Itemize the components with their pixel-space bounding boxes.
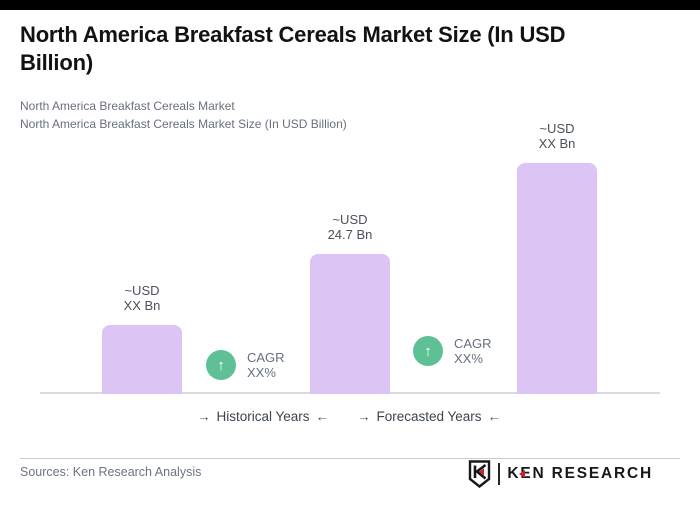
cagr-label: CAGR XX%	[247, 350, 285, 380]
bar-historical-start	[102, 325, 182, 394]
cagr-annotation-forecast: ↑ CAGR XX%	[413, 336, 492, 366]
bar-value-label: ~USD 24.7 Bn	[328, 212, 373, 242]
bar-chart: ~USD XX Bn ~USD 24.7 Bn ~USD XX Bn ↑ CAG…	[40, 121, 660, 394]
cagr-label: CAGR XX%	[454, 336, 492, 366]
cagr-annotation-historical: ↑ CAGR XX%	[206, 350, 285, 380]
bar-group-base-year: ~USD 24.7 Bn	[310, 212, 390, 394]
logo-wordmark-text: KEN RESEARCH	[507, 465, 653, 482]
footer-divider	[20, 458, 680, 459]
left-arrow-icon: ←	[315, 409, 330, 424]
bar-value-line1: ~USD	[332, 212, 368, 227]
page-title-line1: North America Breakfast Cereals Market S…	[20, 22, 566, 47]
up-arrow-icon: ↑	[413, 336, 443, 366]
bar-base-year	[310, 254, 390, 394]
bar-value-label: ~USD XX Bn	[124, 283, 161, 313]
chart-subtitle-market-size: North America Breakfast Cereals Market S…	[20, 117, 347, 131]
logo-red-arrow-icon	[519, 470, 526, 478]
page-title: North America Breakfast Cereals Market S…	[20, 21, 690, 77]
bar-value-line2: XX Bn	[123, 298, 161, 313]
top-black-bar	[0, 0, 700, 10]
bar-value-line2: XX Bn	[538, 136, 576, 151]
logo-wordmark: KEN RESEARCH	[507, 465, 653, 483]
ken-research-shield-icon	[469, 460, 491, 488]
period-label-historical: → Historical Years ←	[153, 409, 373, 424]
bar-value-line2: 24.7 Bn	[327, 227, 373, 242]
ken-research-logo: KEN RESEARCH	[468, 460, 653, 488]
bar-group-historical-start: ~USD XX Bn	[102, 283, 182, 394]
period-label-text: Historical Years	[216, 409, 310, 424]
sources-text: Sources: Ken Research Analysis	[20, 465, 202, 479]
right-arrow-icon: →	[196, 409, 211, 424]
cagr-text-line2: XX%	[454, 351, 483, 366]
bar-value-line1: ~USD	[539, 121, 575, 136]
logo-separator	[498, 463, 501, 485]
period-label-text: Forecasted Years	[376, 409, 482, 424]
cagr-text-line2: XX%	[247, 365, 276, 380]
up-arrow-icon: ↑	[206, 350, 236, 380]
bar-value-line1: ~USD	[124, 283, 160, 298]
bar-group-forecast-year: ~USD XX Bn	[517, 121, 597, 394]
bar-value-label: ~USD XX Bn	[539, 121, 576, 151]
cagr-text-line1: CAGR	[454, 336, 492, 351]
left-arrow-icon: ←	[487, 409, 502, 424]
bar-forecast-year	[517, 163, 597, 394]
period-label-forecasted: → Forecasted Years ←	[319, 409, 539, 424]
page-title-line2: Billion)	[20, 50, 93, 75]
right-arrow-icon: →	[356, 409, 371, 424]
chart-subtitle-market: North America Breakfast Cereals Market	[20, 99, 235, 113]
cagr-text-line1: CAGR	[247, 350, 285, 365]
